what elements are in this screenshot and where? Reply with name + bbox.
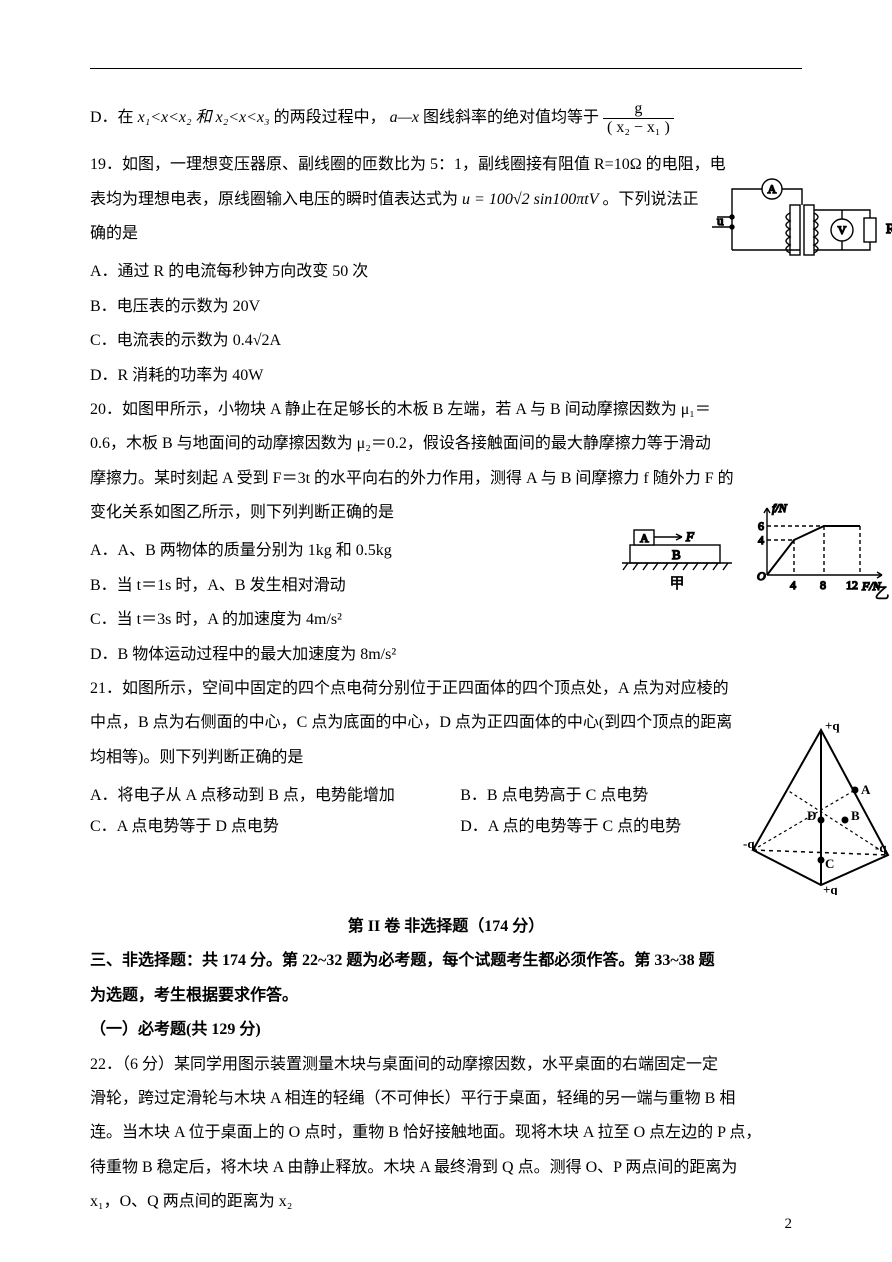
q20-optD: D．B 物体运动过程中的最大加速度为 8m/s² [90, 640, 802, 670]
q21-optB: B．B 点电势高于 C 点电势 [460, 781, 648, 811]
q21-optD: D．A 点的电势等于 C 点的电势 [460, 812, 681, 842]
section2-heading: 第 II 卷 非选择题（174 分） [90, 912, 802, 942]
q18-range: x₁<x<x₂ 和 x₂<x<x₃ [138, 109, 270, 126]
page-rule [90, 68, 802, 69]
tet-C: C [825, 856, 834, 871]
q19-u-expr: u = 100√2 sin100πtV [462, 191, 598, 208]
tet-D: D [807, 808, 816, 823]
q20-optA: A．A、B 两物体的质量分别为 1kg 和 0.5kg [90, 536, 802, 566]
q19-optD: D．R 消耗的功率为 40W [90, 361, 802, 391]
q19-optB: B．电压表的示数为 20V [90, 292, 802, 322]
q18-frac-num: g [603, 100, 674, 119]
q20-stem2: 0.6，木板 B 与地面间的动摩擦因数为 μ₂＝0.2，假设各接触面间的最大静摩… [90, 429, 802, 459]
q18-frac-den: ( x₂ − x₁ ) [603, 119, 674, 137]
source-label: u [717, 213, 724, 228]
q19-circuit: A u V R [692, 175, 892, 270]
q18-optD: D．在 x₁<x<x₂ 和 x₂<x<x₃ 的两段过程中， a—x 图线斜率的绝… [90, 100, 802, 136]
q21-tetrahedron: +q -q -q +q A B C D [743, 720, 892, 895]
q20-optC: C．当 t＝3s 时，A 的加速度为 4m/s² [90, 605, 802, 635]
section2-sub1: 三、非选择题：共 174 分。第 22~32 题为必考题，每个试题考生都必须作答… [90, 946, 802, 976]
q22-stem1: 22．（6 分）某同学用图示装置测量木块与桌面间的动摩擦因数，水平桌面的右端固定… [90, 1050, 802, 1080]
ammeter-label: A [768, 182, 777, 196]
q18-optD-t3: 图线斜率的绝对值均等于 [423, 109, 603, 126]
q20-stem1: 20．如图甲所示，小物块 A 静止在足够长的木板 B 左端，若 A 与 B 间动… [90, 395, 802, 425]
q19-stem2-pre: 表均为理想电表，原线圈输入电压的瞬时值表达式为 [90, 191, 462, 208]
xtick12: 12 [846, 578, 858, 592]
tet-q-bottom: +q [823, 882, 838, 895]
q18-optD-pre: D．在 [90, 109, 138, 126]
q21-stem3: 均相等)。则下列判断正确的是 [90, 743, 802, 773]
fig2-caption: 乙 [874, 586, 889, 600]
q19-optC-pre: C．电流表的示数为 [90, 332, 233, 349]
voltmeter-label: V [838, 223, 847, 237]
tet-q-left: -q [743, 836, 755, 851]
q21-optC: C．A 点电势等于 D 点电势 [90, 812, 460, 842]
q19-optC: C．电流表的示数为 0.4√2A [90, 326, 802, 356]
section2-sub2: 为选题，考生根据要求作答。 [90, 981, 802, 1011]
tet-B: B [851, 808, 860, 823]
xtick8: 8 [820, 578, 826, 592]
tet-q-right: -q [875, 840, 887, 855]
q18-fraction: g ( x₂ − x₁ ) [603, 100, 674, 136]
q21-stem2: 中点，B 点为右侧面的中心，C 点为底面的中心，D 点为正四面体的中心(到四个顶… [90, 708, 802, 738]
resistor-label: R [886, 222, 892, 237]
q20-optB: B．当 t＝1s 时，A、B 发生相对滑动 [90, 571, 802, 601]
q22-stem2: 滑轮，跨过定滑轮与木块 A 相连的轻绳（不可伸长）平行于桌面，轻绳的另一端与重物… [90, 1084, 802, 1114]
q22-stem3: 连。当木块 A 位于桌面上的 O 点时，重物 B 恰好接触地面。现将木块 A 拉… [90, 1118, 802, 1148]
q19-stem2-post: 。下列说法正 [603, 191, 699, 208]
page-number: 2 [785, 1210, 793, 1239]
tet-A: A [861, 782, 871, 797]
q19-optA: A．通过 R 的电流每秒钟方向改变 50 次 [90, 257, 802, 287]
q21-stem1: 21．如图所示，空间中固定的四个点电荷分别位于正四面体的四个顶点处，A 点为对应… [90, 674, 802, 704]
q18-ax: a—x [390, 109, 419, 126]
q20-stem3: 摩擦力。某时刻起 A 受到 F＝3t 的水平向右的外力作用，测得 A 与 B 间… [90, 464, 802, 494]
ytick6: 6 [758, 519, 764, 533]
section2-sub3: （一）必考题(共 129 分) [90, 1015, 802, 1045]
q21-optA: A．将电子从 A 点移动到 B 点，电势能增加 [90, 781, 460, 811]
q19-optC-val: 0.4√2A [233, 332, 281, 349]
q22-stem5: x₁，O、Q 两点间的距离为 x₂ [90, 1187, 802, 1217]
q18-optD-t2: 的两段过程中， [274, 109, 386, 126]
graph-ylabel: f/N [772, 501, 788, 515]
tet-q-top: +q [825, 720, 840, 733]
q22-stem4: 待重物 B 稳定后，将木块 A 由静止释放。木块 A 最终滑到 Q 点。测得 O… [90, 1153, 802, 1183]
